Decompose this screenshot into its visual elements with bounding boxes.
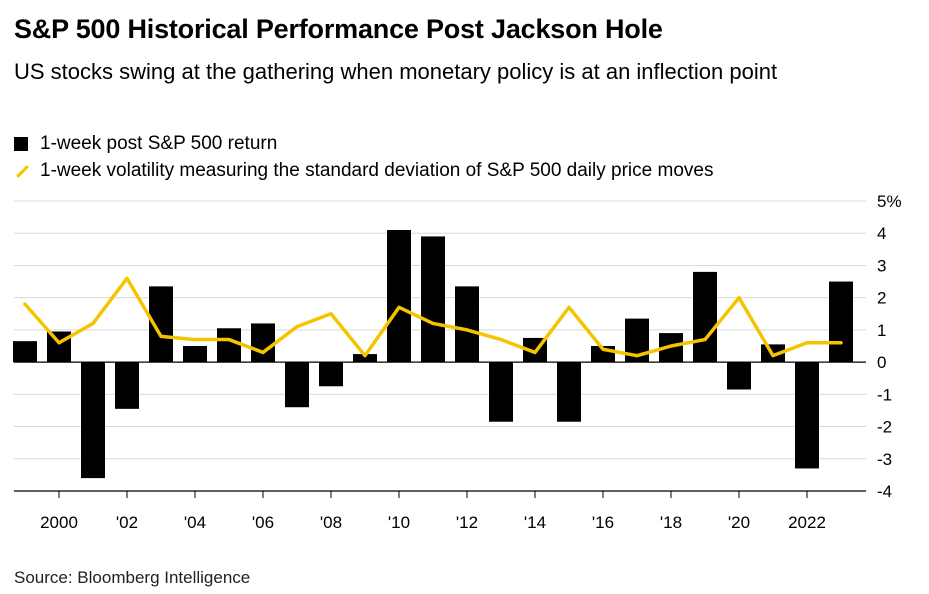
legend-label-volatility: 1-week volatility measuring the standard… [40,159,714,181]
x-tick-label: '14 [524,513,546,532]
legend: 1-week post S&P 500 return 1-week volati… [14,130,713,184]
y-tick-label: -3 [877,450,892,469]
volatility-point [805,341,809,345]
volatility-point [363,354,367,358]
x-tick-label: '20 [728,513,750,532]
x-tick-label: '08 [320,513,342,532]
y-tick-label: -4 [877,482,892,501]
volatility-point [329,312,333,316]
volatility-point [57,341,61,345]
y-tick-label: 0 [877,353,886,372]
return-bar [319,362,343,387]
legend-bar-swatch [14,136,28,151]
volatility-point [193,338,197,342]
chart-title: S&P 500 Historical Performance Post Jack… [14,14,663,44]
x-tick-label: '06 [252,513,274,532]
return-bar [81,362,105,479]
y-tick-label: 2 [877,289,886,308]
volatility-point [125,276,129,280]
x-tick-label: '16 [592,513,614,532]
return-bar [557,362,581,422]
y-tick-label: 1 [877,321,886,340]
return-bar [795,362,819,469]
legend-item-return: 1-week post S&P 500 return [14,130,713,157]
return-bar [13,341,37,363]
y-tick-label: -2 [877,418,892,437]
y-tick-label: -1 [877,385,892,404]
volatility-point [227,338,231,342]
volatility-point [839,341,843,345]
x-tick-label: '02 [116,513,138,532]
volatility-point [91,321,95,325]
volatility-point [669,344,673,348]
volatility-point [771,354,775,358]
return-bar [387,230,411,363]
volatility-point [499,338,503,342]
x-tick-label: 2000 [40,513,78,532]
return-bar [693,271,717,363]
x-tick-label: '10 [388,513,410,532]
return-bar [455,286,479,363]
x-tick-label: '18 [660,513,682,532]
return-bar [285,362,309,408]
return-bar [829,281,853,363]
return-bar [727,362,751,390]
volatility-point [601,347,605,351]
return-bar [353,354,377,363]
x-tick-label: '04 [184,513,206,532]
volatility-point [261,350,265,354]
volatility-point [397,305,401,309]
source-note: Source: Bloomberg Intelligence [14,568,251,587]
volatility-point [567,305,571,309]
return-bar [217,328,241,363]
return-bar [115,362,139,409]
volatility-point [431,321,435,325]
volatility-point [159,334,163,338]
volatility-point [465,328,469,332]
return-bar [251,323,275,363]
volatility-point [23,302,27,306]
return-bar [421,236,445,363]
legend-item-volatility: 1-week volatility measuring the standard… [14,157,713,184]
y-tick-label: 3 [877,256,886,275]
return-bar [489,362,513,422]
volatility-point [533,350,537,354]
x-tick-label: '12 [456,513,478,532]
volatility-point [703,338,707,342]
y-tick-label: 5% [877,192,902,211]
y-tick-label: 4 [877,224,886,243]
volatility-point [635,354,639,358]
volatility-point [737,296,741,300]
chart-subtitle: US stocks swing at the gathering when mo… [14,59,778,84]
volatility-point [295,325,299,329]
legend-label-return: 1-week post S&P 500 return [40,132,278,154]
x-tick-label: 2022 [788,513,826,532]
return-bar [183,346,207,363]
